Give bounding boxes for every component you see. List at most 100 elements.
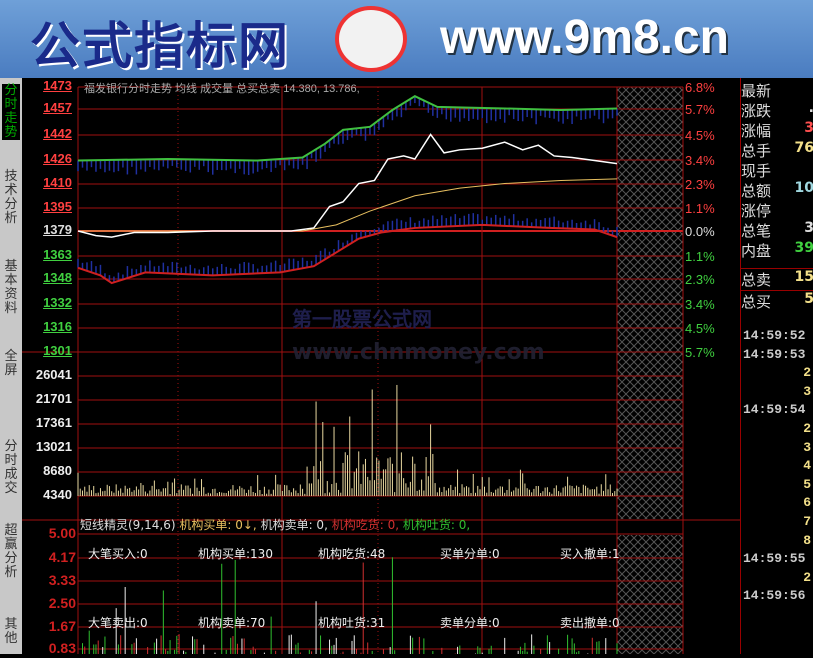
stat-buy: 大笔买入:0 [88, 547, 148, 561]
quote-value: 76 [794, 140, 813, 156]
tick-seq: 2 [803, 421, 811, 436]
indicator-param: 机构吐货: 0, [402, 518, 471, 532]
percent-tick: 0.0% [685, 224, 715, 239]
tab-tick-trades[interactable]: 分时成交 [2, 440, 20, 496]
price-tick: 1301 [43, 343, 72, 358]
quote-row: 内盘 39 [741, 240, 813, 262]
quote-row: 总笔 3 [741, 220, 813, 242]
quote-value: . [809, 100, 813, 116]
quote-label: 涨跌 [741, 102, 772, 120]
chart-canvas [22, 86, 740, 654]
stat-sell: 机构卖单:70 [198, 616, 266, 630]
stat-sell: 大笔卖出:0 [88, 616, 148, 630]
hatched-area [617, 87, 683, 519]
indicator-tick: 4.17 [48, 549, 76, 565]
quote-row: 涨停 [741, 200, 813, 222]
intraday-chart[interactable]: 福发银行分时走势 均线 成交量 总买总卖 14.380, 13.786, 147… [22, 78, 740, 656]
price-tick: 1395 [43, 199, 72, 214]
quote-row: 总卖 15 [741, 268, 813, 290]
price-tick: 1457 [43, 100, 72, 115]
average-price-line [78, 178, 618, 232]
quote-label: 总买 [741, 293, 772, 311]
tab-technical[interactable]: 技术分析 [2, 170, 20, 226]
watermark-text: 第一股票公式网 [292, 307, 432, 331]
tick-time: 14:59:56 [743, 588, 806, 604]
quote-label: 总额 [741, 182, 772, 200]
percent-tick: 1.1% [685, 249, 715, 264]
quote-label: 总笔 [741, 222, 772, 240]
price-tick: 1379 [43, 222, 72, 237]
tab-super-analysis[interactable]: 超赢分析 [2, 524, 20, 580]
tick-time: 14:59:55 [743, 551, 806, 567]
watermark-url: www.chnmoney.com [292, 340, 545, 365]
percent-tick: 3.4% [685, 153, 715, 168]
quote-value: 3 [804, 120, 813, 136]
tick-time: 14:59:54 [743, 402, 806, 418]
price-tick: 1426 [43, 151, 72, 166]
indicator-tick: 1.67 [48, 618, 76, 634]
watermark-banner: 公式指标网 www.9m8.cn [0, 0, 813, 78]
percent-tick: 2.3% [685, 177, 715, 192]
price-tick: 1332 [43, 295, 72, 310]
tab-fullscreen[interactable]: 全屏 [2, 350, 20, 378]
price-line [77, 133, 618, 238]
indicator-tick: 2.50 [48, 595, 76, 611]
price-tick: 1348 [43, 270, 72, 285]
volume-tick: 21701 [35, 391, 72, 406]
price-tick: 1442 [43, 126, 72, 141]
tab-fundamentals[interactable]: 基本资料 [2, 260, 20, 316]
stat-buy: 买入撤单:1 [560, 547, 620, 561]
quote-value: 5 [804, 291, 813, 307]
percent-tick: 4.5% [685, 128, 715, 143]
tick-seq: 2 [803, 569, 811, 585]
volume-tick: 8680 [43, 463, 72, 478]
tick-seq: 4 [803, 458, 811, 474]
volume-tick: 26041 [35, 367, 72, 382]
quote-label: 最新 [741, 82, 772, 100]
stat-sell: 机构吐货:31 [318, 616, 386, 630]
tick-seq: 6 [803, 495, 811, 511]
tick-seq: 2 [803, 365, 811, 381]
tab-other[interactable]: 其他 [2, 618, 20, 646]
tick-seq: 7 [803, 514, 811, 529]
tick-time: 14:59:52 [743, 328, 806, 343]
chart-header: 福发银行分时走势 均线 成交量 总买总卖 14.380, 13.786, [84, 83, 360, 95]
banner-logo [335, 6, 407, 72]
quote-label: 现手 [741, 162, 772, 180]
tick-time: 14:59:53 [743, 346, 806, 362]
indicator-tick: 3.33 [48, 572, 76, 588]
lower-line [77, 223, 618, 285]
percent-tick: 2.3% [685, 272, 715, 287]
stat-buy: 机构吃货:48 [318, 547, 386, 561]
banner-url: www.9m8.cn [440, 11, 729, 64]
quote-value: 10 [794, 180, 813, 196]
indicator-param: 机构买单: 0↓, [179, 518, 257, 532]
tick-seq: 5 [803, 476, 811, 492]
volume-tick: 17361 [35, 415, 72, 430]
indicator-title: 短线精灵(9,14,6) [80, 518, 176, 532]
price-tick: 1410 [43, 175, 72, 190]
price-tick: 1363 [43, 247, 72, 262]
quote-row: 涨跌. [741, 100, 813, 122]
percent-tick: 5.7% [685, 102, 715, 117]
tab-intraday[interactable]: 分时走势 [2, 84, 20, 140]
volume-tick: 4340 [43, 487, 72, 502]
percent-tick: 5.7% [685, 345, 715, 360]
sidebar: 分时走势 技术分析 基本资料 全屏 分时成交 超赢分析 其他 [0, 78, 22, 654]
hatched-area [617, 535, 683, 654]
quote-row: 现手 [741, 160, 813, 182]
indicator-param: 机构吃货: 0, [331, 518, 400, 532]
tick-seq: 8 [803, 532, 811, 548]
quote-label: 总手 [741, 142, 772, 160]
percent-tick: 1.1% [685, 201, 715, 216]
indicator-header: 短线精灵(9,14,6) 机构买单: 0↓, 机构卖单: 0, 机构吃货: 0,… [80, 516, 470, 533]
stat-buy: 买单分单:0 [440, 547, 500, 561]
quote-row: 总手 76 [741, 140, 813, 162]
tick-seq: 3 [803, 439, 811, 455]
quote-label: 总卖 [741, 271, 772, 289]
percent-tick: 3.4% [685, 297, 715, 312]
price-tick: 1473 [43, 78, 72, 93]
stat-sell: 卖单分单:0 [440, 616, 500, 630]
quote-value: 15 [794, 269, 813, 285]
